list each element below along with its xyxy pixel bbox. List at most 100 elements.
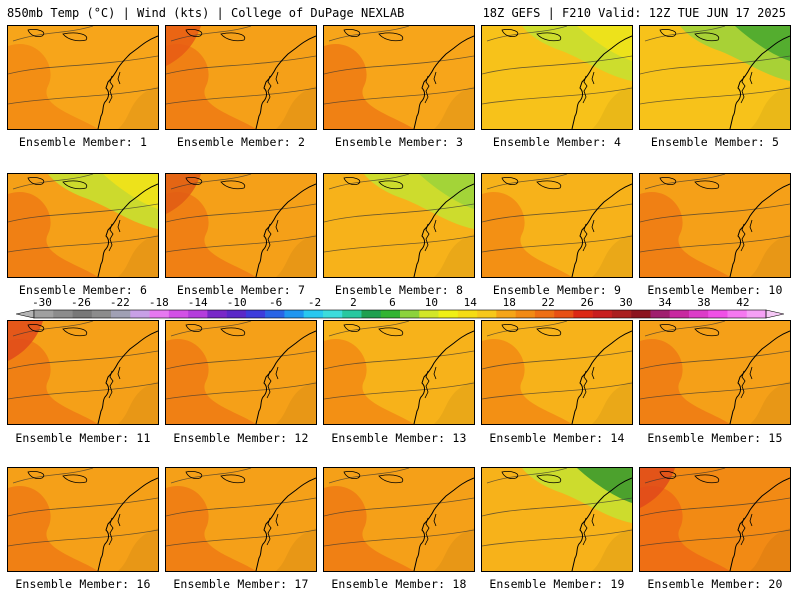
warm-temperature-area xyxy=(166,192,256,277)
coastline xyxy=(571,35,632,129)
ocean-area xyxy=(750,86,790,129)
bay-outline xyxy=(582,366,595,399)
colorbar-swatch xyxy=(669,310,690,318)
colorbar-swatch xyxy=(477,310,497,318)
coastline xyxy=(255,330,316,424)
coastline xyxy=(97,35,158,129)
colorbar-swatch xyxy=(573,310,593,318)
bay-outline xyxy=(424,366,437,399)
height-contour xyxy=(482,529,632,547)
ensemble-map-panel xyxy=(639,467,791,572)
colorbar-swatch xyxy=(650,310,670,318)
temperature-colorbar: -30 -26 -22 -18 -14 -10 -6 -2 2 6 10 14 18 22 26 30 34 38… xyxy=(16,296,784,319)
height-contour xyxy=(328,174,410,190)
height-contour xyxy=(166,497,316,517)
ocean-area xyxy=(276,234,316,277)
colorbar-tick-label: -10 xyxy=(227,296,247,309)
colorbar-swatch xyxy=(265,310,285,318)
ensemble-member-label: Ensemble Member: 4 xyxy=(492,135,622,149)
temperature-map xyxy=(8,26,158,129)
ocean-area xyxy=(276,86,316,129)
colorbar-tick-label: 6 xyxy=(389,296,396,309)
height-contour xyxy=(486,174,568,190)
colorbar-tick-label: -30 xyxy=(32,296,52,309)
great-lakes-outline xyxy=(27,471,88,484)
colorbar-swatch xyxy=(631,310,651,318)
ocean-area xyxy=(118,528,158,571)
great-lakes-outline xyxy=(185,29,246,42)
colorbar-swatch xyxy=(322,310,343,318)
model-run-info: 18Z GEFS | F210 Valid: 12Z TUE JUN 17 20… xyxy=(482,6,786,20)
height-contour xyxy=(482,55,632,75)
colorbar-swatch xyxy=(111,310,131,318)
warm-temperature-area xyxy=(8,192,98,277)
great-lakes-outline xyxy=(659,324,720,337)
ensemble-member-label: Ensemble Member: 13 xyxy=(331,431,467,445)
temperature-map xyxy=(482,26,632,129)
warm-temperature-area xyxy=(166,44,256,129)
colorbar-swatch xyxy=(515,310,536,318)
warm-temperature-area xyxy=(8,339,98,424)
bay-outline xyxy=(108,366,121,399)
ensemble-map-panel xyxy=(481,467,633,572)
ensemble-member-label: Ensemble Member: 15 xyxy=(647,431,783,445)
colorbar-tick-label: 2 xyxy=(350,296,357,309)
coastline xyxy=(571,330,632,424)
ensemble-member-label: Ensemble Member: 18 xyxy=(331,577,467,591)
ensemble-member-label: Ensemble Member: 20 xyxy=(647,577,783,591)
height-contour xyxy=(482,382,632,400)
ensemble-member-label: Ensemble Member: 5 xyxy=(650,135,780,149)
ensemble-member-label: Ensemble Member: 9 xyxy=(492,283,622,297)
cool-temperature-area xyxy=(577,26,632,61)
temperature-map xyxy=(324,174,474,277)
colorbar-max-arrow xyxy=(765,309,784,319)
colorbar-swatch xyxy=(361,310,382,318)
colorbar-swatch xyxy=(168,310,189,318)
ensemble-member-label: Ensemble Member: 11 xyxy=(15,431,151,445)
coastline xyxy=(255,183,316,277)
height-contour xyxy=(644,468,726,484)
ocean-area xyxy=(592,528,632,571)
colorbar-swatch xyxy=(303,310,324,318)
warm-temperature-area xyxy=(166,486,256,571)
temperature-map xyxy=(166,321,316,424)
height-contour xyxy=(8,203,158,223)
coastline xyxy=(413,477,474,571)
ocean-area xyxy=(592,381,632,424)
ensemble-map-panel xyxy=(323,173,475,278)
colorbar-swatch xyxy=(91,310,112,318)
height-contour xyxy=(486,26,568,42)
height-contour xyxy=(640,55,790,75)
bay-outline xyxy=(424,71,437,104)
great-lakes-outline xyxy=(27,324,88,337)
warm-temperature-area xyxy=(640,339,730,424)
height-contour xyxy=(640,382,790,400)
warm-temperature-area xyxy=(324,486,414,571)
temperature-map xyxy=(324,468,474,571)
warm-temperature-area xyxy=(324,44,414,129)
height-contour xyxy=(8,529,158,547)
height-contour xyxy=(644,321,726,337)
great-lakes-outline xyxy=(659,29,720,42)
ensemble-map-panel xyxy=(165,173,317,278)
temperature-map xyxy=(166,468,316,571)
temperature-map xyxy=(482,468,632,571)
colorbar-swatch xyxy=(419,310,439,318)
great-lakes-outline xyxy=(343,324,404,337)
warm-temperature-area xyxy=(324,339,414,424)
temperature-map xyxy=(8,174,158,277)
great-lakes-outline xyxy=(185,324,246,337)
colorbar-swatch xyxy=(708,310,728,318)
height-contour xyxy=(644,174,726,190)
height-contour xyxy=(640,350,790,370)
ensemble-map-panel xyxy=(165,467,317,572)
coastline xyxy=(571,183,632,277)
height-contour xyxy=(482,350,632,370)
cool-temperature-area xyxy=(103,174,158,209)
height-contour xyxy=(324,529,474,547)
colorbar-tick-label: 30 xyxy=(619,296,632,309)
colorbar-swatch xyxy=(226,310,247,318)
ocean-area xyxy=(750,528,790,571)
ensemble-member-label: Ensemble Member: 2 xyxy=(176,135,306,149)
coastline xyxy=(729,183,790,277)
